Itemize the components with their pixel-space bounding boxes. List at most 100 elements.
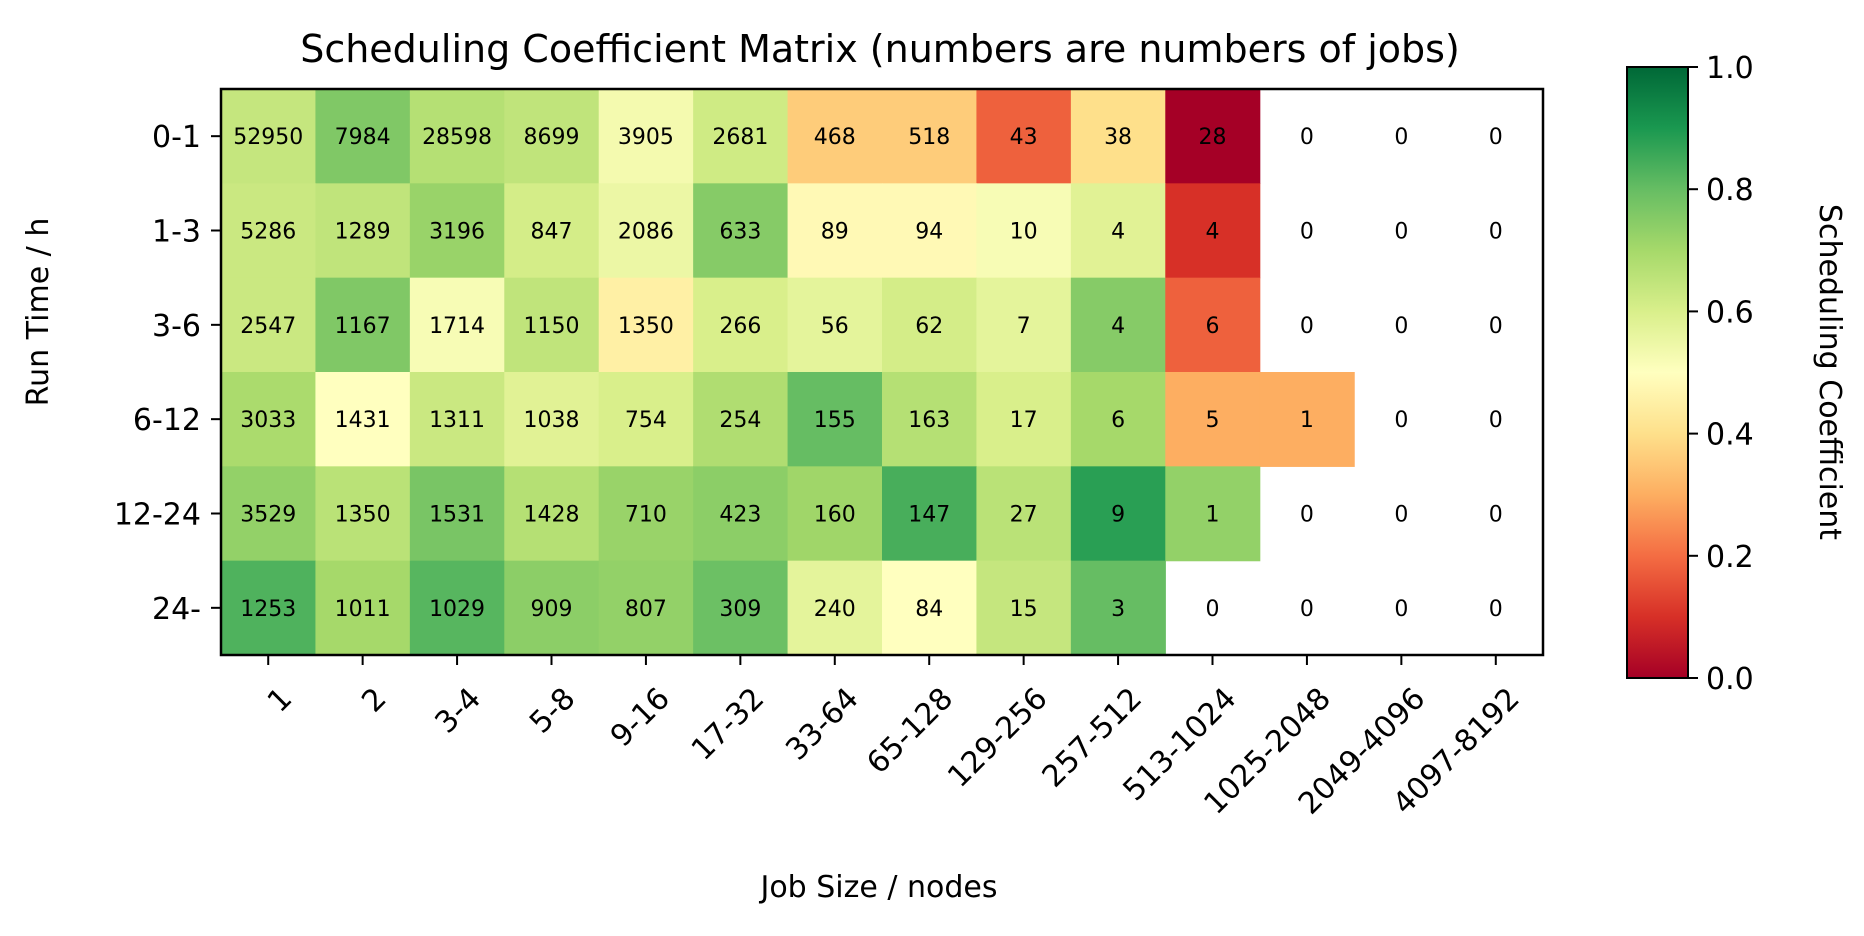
y-tick-label: 12-24 [114,498,201,533]
x-axis-label: Job Size / nodes [758,870,997,905]
cell-count-label: 52950 [233,125,303,150]
heatmap-cell [221,277,317,373]
heatmap-cells [221,89,1355,656]
heatmap-cell [221,560,317,656]
plot-frame [219,87,1545,657]
cell-count-label: 160 [814,503,856,528]
cell-count-label: 17 [1010,408,1038,433]
chart-title: Scheduling Coefficient Matrix (numbers a… [300,27,1460,71]
heatmap-cell [1070,183,1166,279]
cell-count-label: 2547 [240,314,296,339]
cell-count-label: 10 [1010,220,1038,245]
heatmap-cell [598,466,694,562]
cell-count-label: 5 [1206,408,1220,433]
cell-count-label: 240 [814,597,856,622]
colorbar [1626,66,1689,679]
heatmap-cell [882,183,978,279]
heatmap-cell [409,372,505,467]
x-tick-label: 9-16 [604,681,677,754]
cell-count-label: 1253 [240,597,296,622]
colorbar-tick-label: 0.2 [1706,540,1754,575]
cell-count-label: 1428 [524,503,580,528]
cell-count-label: 0 [1394,125,1408,150]
heatmap-cell [1165,89,1261,184]
heatmap-cell [598,372,694,467]
heatmap-cell [693,89,789,184]
cell-count-label: 266 [719,314,761,339]
cell-count-label: 5286 [240,220,296,245]
x-axis-ticks: 1 2 3-4 5-8 9-16 17-32 33-6465-128129-256257-5… [261,655,1527,822]
heatmap-cell [315,183,411,279]
cell-count-label: 1 [1300,408,1314,433]
cell-count-label: 754 [625,408,667,433]
heatmap-cell [409,89,505,184]
heatmap-cell [787,277,883,373]
heatmap-cell [598,560,694,656]
cell-count-label: 909 [531,597,573,622]
cell-count-label: 1011 [335,597,391,622]
cell-count-label: 3 [1111,597,1125,622]
cell-count-label: 1167 [335,314,391,339]
heatmap-cell [976,89,1072,184]
cell-count-label: 7 [1017,314,1031,339]
cell-count-label: 847 [531,220,573,245]
heatmap-cell [315,466,411,562]
y-tick-label: 1-3 [152,215,201,250]
cell-count-label: 0 [1489,220,1503,245]
colorbar-tick-label: 0.0 [1706,662,1754,697]
cell-count-label: 0 [1394,503,1408,528]
cell-count-label: 0 [1300,125,1314,150]
cell-count-label: 0 [1489,597,1503,622]
cell-count-label: 2681 [712,125,768,150]
cell-count-label: 84 [915,597,943,622]
heatmap-cell [787,560,883,656]
cell-count-label: 56 [821,314,849,339]
heatmap-cell [1070,466,1166,562]
x-tick-label: 3-4 [429,681,488,740]
heatmap-cell [221,89,317,184]
y-tick-label: 24- [152,592,201,627]
cell-count-label: 4 [1111,220,1125,245]
cell-count-label: 0 [1300,597,1314,622]
cell-count-label: 0 [1394,220,1408,245]
heatmap-cell [1259,372,1355,467]
heatmap-cell [1165,277,1261,373]
cell-count-label: 8699 [524,125,580,150]
cell-count-label: 1350 [618,314,674,339]
heatmap-cell [504,277,600,373]
cell-count-label: 254 [719,408,761,433]
y-tick-label: 0-1 [152,120,201,155]
cell-count-label: 15 [1010,597,1038,622]
cell-count-label: 3033 [240,408,296,433]
cell-count-label: 6 [1111,408,1125,433]
cell-count-label: 3196 [429,220,485,245]
cell-count-label: 0 [1489,408,1503,433]
cell-count-label: 518 [908,125,950,150]
cell-count-label: 147 [908,503,950,528]
heatmap-cell [976,183,1072,279]
heatmap-cell [409,183,505,279]
cell-count-label: 0 [1300,314,1314,339]
y-axis-ticks: 0-1 1-3 3-6 6-12 12-24 24- [114,120,221,627]
cell-count-label: 1531 [429,503,485,528]
heatmap-cell [221,466,317,562]
heatmap-cell [1165,466,1261,562]
cell-count-label: 163 [908,408,950,433]
heatmap-cell [504,183,600,279]
cell-count-label: 1038 [524,408,580,433]
heatmap-cell [693,466,789,562]
heatmap-cell [598,277,694,373]
y-axis-label: Run Time / h [21,218,56,407]
heatmap-cell [1165,372,1261,467]
y-tick-label: 3-6 [152,309,201,344]
cell-count-label: 2086 [618,220,674,245]
cell-count-label: 1714 [429,314,485,339]
heatmap-cell [882,89,978,184]
cell-count-label: 1150 [524,314,580,339]
x-tick-label: 1 [261,681,299,719]
cell-count-label: 1289 [335,220,391,245]
cell-count-label: 9 [1111,503,1125,528]
heatmap-cell [409,560,505,656]
cell-count-label: 0 [1489,125,1503,150]
heatmap-cell [1070,372,1166,467]
